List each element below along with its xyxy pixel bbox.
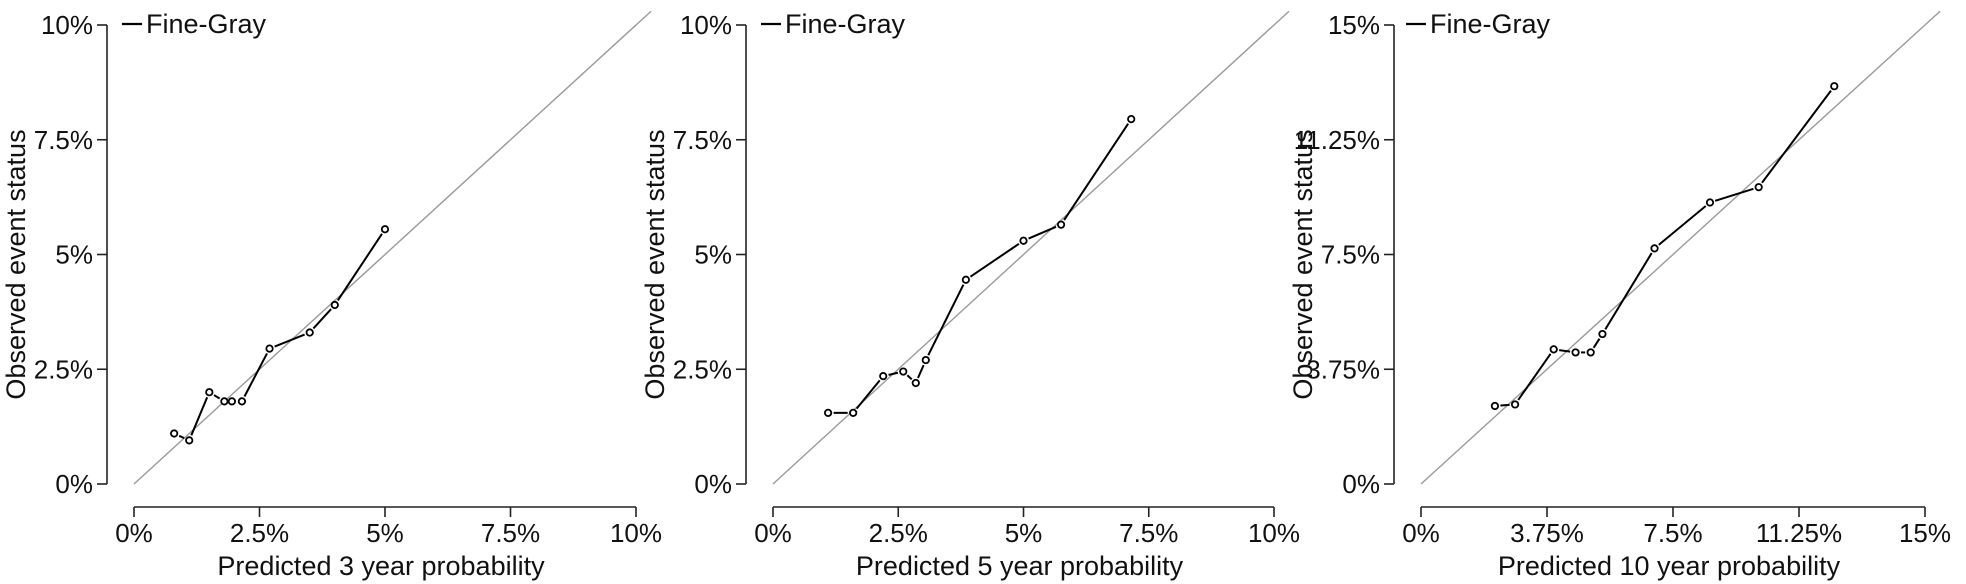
y-tick-label: 3.75% — [1306, 354, 1380, 384]
data-point-marker — [961, 275, 970, 284]
x-tick-label: 5% — [1005, 518, 1043, 548]
series-segment — [1592, 338, 1601, 349]
data-point-marker — [237, 397, 247, 406]
x-tick-label: 7.5% — [1119, 518, 1178, 548]
x-axis-title: Predicted 10 year probability — [1498, 551, 1841, 581]
data-point-marker — [1650, 244, 1659, 253]
y-tick-label: 10% — [41, 10, 93, 40]
series-segment — [888, 371, 899, 376]
series-segment — [190, 396, 209, 436]
series-segment — [1500, 403, 1510, 407]
y-tick-label: 2.5% — [673, 354, 732, 384]
y-axis-title: Observed event status — [1, 129, 31, 399]
data-point-marker — [265, 344, 274, 353]
data-point-marker — [1586, 348, 1595, 357]
data-point-marker — [185, 436, 194, 445]
data-point-marker — [170, 429, 179, 438]
chart-panel-1: 0% 2.5% 5% 7.5% 10% 0% 2.5% 5% 7.5% 10% Predicted … — [1, 9, 662, 581]
data-point-marker — [1019, 236, 1028, 245]
series-segment — [243, 353, 268, 397]
series-segment — [1658, 205, 1707, 246]
reference-diagonal-line — [133, 10, 652, 485]
series-segment — [855, 379, 881, 410]
series-segment — [917, 364, 925, 379]
data-point-marker — [205, 388, 214, 397]
series-segment — [1028, 225, 1057, 240]
series-segment — [213, 394, 221, 400]
y-tick-label: 0% — [694, 469, 732, 499]
data-point-marker — [1830, 82, 1839, 91]
legend-label: Fine-Gray — [785, 9, 906, 39]
data-point-marker — [1490, 401, 1500, 411]
x-tick-label: 3.75% — [1510, 518, 1584, 548]
series-segment — [337, 233, 383, 301]
x-tick-label: 11.25% — [1756, 518, 1842, 548]
data-point-marker — [1705, 198, 1715, 207]
series-segment — [1559, 349, 1571, 353]
data-point-marker — [380, 225, 390, 234]
data-point-marker — [911, 378, 920, 388]
y-axis-title: Observed event status — [640, 129, 670, 399]
x-tick-label: 5% — [366, 518, 404, 548]
data-point-marker — [227, 397, 236, 406]
data-point-marker — [1056, 220, 1066, 229]
chart-panel-2: 0% 2.5% 5% 7.5% 10% 0% 2.5% 5% 7.5% 10% Predicted … — [640, 9, 1300, 581]
x-tick-label: 15% — [1899, 518, 1951, 548]
series-segment — [969, 242, 1020, 278]
series-segment — [178, 434, 185, 440]
data-point-marker — [1598, 329, 1607, 339]
y-tick-label: 5% — [694, 240, 732, 270]
x-tick-label: 2.5% — [869, 518, 928, 548]
x-tick-label: 10% — [610, 518, 662, 548]
series-segment — [1063, 123, 1130, 221]
x-tick-label: 10% — [1248, 518, 1300, 548]
x-axis-title: Predicted 3 year probability — [217, 551, 545, 581]
series-segment — [906, 374, 913, 381]
data-point-marker — [1754, 183, 1763, 192]
data-point-marker — [849, 408, 858, 417]
data-point-marker — [921, 355, 930, 365]
y-tick-label: 2.5% — [34, 354, 93, 384]
y-tick-label: 10% — [680, 10, 732, 40]
y-tick-label: 7.5% — [1321, 240, 1380, 270]
series-segment — [1761, 90, 1832, 184]
y-tick-label: 7.5% — [673, 125, 732, 155]
legend-label: Fine-Gray — [146, 9, 267, 39]
y-tick-label: 0% — [55, 469, 93, 499]
series-segment — [312, 308, 332, 330]
x-tick-label: 0% — [1402, 518, 1440, 548]
reference-diagonal-line — [1420, 10, 1941, 485]
data-point-marker — [879, 372, 888, 381]
y-axis-title: Observed event status — [1288, 129, 1318, 399]
data-point-marker — [1510, 400, 1520, 409]
data-point-marker — [1127, 114, 1136, 124]
y-tick-label: 5% — [55, 240, 93, 270]
x-tick-label: 7.5% — [481, 518, 540, 548]
data-point-marker — [1549, 345, 1558, 354]
legend-label: Fine-Gray — [1430, 9, 1551, 39]
x-tick-label: 0% — [754, 518, 792, 548]
x-tick-label: 0% — [115, 518, 153, 548]
data-point-marker — [824, 408, 833, 417]
series-segment — [1517, 353, 1552, 401]
x-tick-label: 7.5% — [1643, 518, 1702, 548]
x-tick-label: 2.5% — [230, 518, 289, 548]
data-point-marker — [899, 367, 908, 376]
data-point-marker — [1571, 348, 1580, 357]
data-point-marker — [305, 328, 314, 337]
y-tick-label: 7.5% — [34, 125, 93, 155]
data-point-marker — [330, 300, 339, 310]
series-segment — [1604, 252, 1653, 330]
y-tick-label: 15% — [1328, 10, 1380, 40]
series-segment — [274, 333, 305, 348]
y-tick-label: 0% — [1342, 469, 1380, 499]
chart-panel-3: 0% 3.75% 7.5% 11.25% 15% 0% 3.75% 7.5% 11.25% 15%… — [1288, 9, 1951, 581]
data-point-marker — [220, 397, 229, 406]
x-axis-title: Predicted 5 year probability — [856, 551, 1184, 581]
series-segment — [1714, 187, 1754, 202]
series-segment — [927, 284, 965, 356]
y-tick-label: 11.25% — [1294, 125, 1380, 155]
